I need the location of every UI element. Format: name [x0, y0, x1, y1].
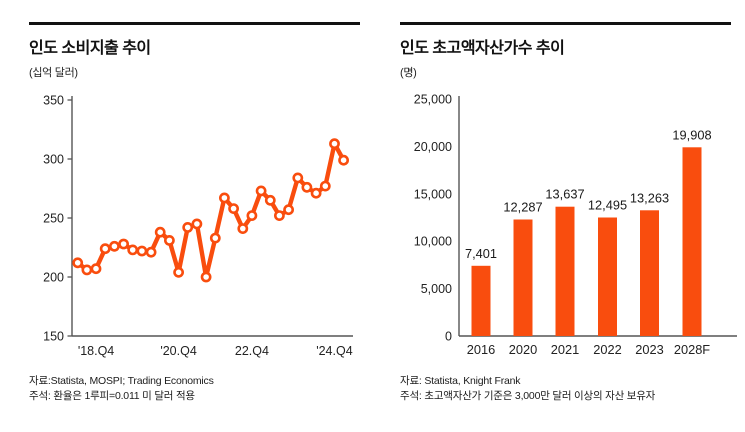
- data-point-marker: [237, 223, 249, 234]
- y-tick-label: 200: [43, 271, 64, 285]
- right-chart-source: 자료: Statista, Knight Frank: [400, 375, 521, 387]
- bar-value-label: 12,287: [503, 200, 542, 215]
- x-category-label: 2021: [551, 342, 579, 357]
- bar-value-label: 7,401: [465, 246, 497, 261]
- x-category-label: 2020: [509, 342, 537, 357]
- left-chart-footnotes: 자료:Statista, MOSPI; Trading Economics 주석…: [29, 374, 374, 404]
- data-point-marker: [109, 240, 120, 252]
- data-point-marker: [319, 180, 331, 192]
- right-chart-footnotes: 자료: Statista, Knight Frank 주석: 초고액자산가 기준…: [400, 374, 745, 404]
- data-point-marker: [154, 226, 166, 238]
- x-tick-label: 22.Q4: [235, 344, 269, 358]
- y-tick-label: 5,000: [421, 282, 452, 296]
- bar-2021: [555, 206, 575, 336]
- x-tick-label: '18.Q4: [78, 344, 114, 358]
- bar-2028F: [682, 147, 702, 336]
- y-tick-label: 10,000: [414, 235, 452, 249]
- y-tick-label: 25,000: [414, 93, 452, 107]
- bar-2023: [640, 210, 659, 336]
- data-point-marker: [264, 194, 276, 206]
- data-point-marker: [127, 244, 139, 256]
- x-tick-label: '24.Q4: [316, 344, 352, 358]
- data-point-marker: [81, 264, 93, 276]
- right-chart-unit-label: (명): [400, 67, 417, 79]
- x-tick-label: '20.Q4: [160, 344, 196, 358]
- data-point-marker: [72, 257, 84, 269]
- y-tick-label: 300: [43, 153, 64, 167]
- data-point-marker: [90, 263, 102, 275]
- data-point-marker: [182, 221, 194, 233]
- x-category-label: 2022: [593, 342, 621, 357]
- bar-value-label: 19,908: [672, 127, 711, 142]
- bar-value-label: 12,495: [588, 198, 627, 213]
- data-point-marker: [329, 138, 340, 150]
- uhnwi-bar-chart: 25,000 20,000 15,000 10,000 5,000 0 7,401 2016 1…: [414, 93, 737, 357]
- data-point-marker: [136, 245, 148, 257]
- x-category-label: 2016: [467, 342, 495, 357]
- bar-2020: [513, 219, 533, 336]
- data-point-marker: [255, 185, 267, 197]
- y-tick-label: 0: [445, 330, 452, 344]
- bar-value-label: 13,263: [630, 190, 669, 205]
- data-point-marker: [292, 172, 304, 184]
- bar-2016: [471, 265, 491, 336]
- right-chart-note: 주석: 초고액자산가 기준은 3,000만 달러 이상의 자산 보유자: [400, 390, 656, 402]
- data-point-marker: [283, 204, 294, 216]
- x-category-label: 2028F: [674, 342, 710, 357]
- right-chart-title: 인도 초고액자산가수 추이: [400, 40, 565, 57]
- bar-2022: [598, 217, 617, 336]
- left-panel-top-rule: [29, 22, 360, 25]
- data-point-marker: [273, 210, 285, 221]
- left-chart-note: 주석: 환율은 1루피=0.011 미 달러 적용: [29, 390, 195, 402]
- spending-line: [75, 141, 346, 280]
- bar-value-label: 13,637: [545, 187, 584, 202]
- data-point-marker: [310, 187, 322, 199]
- right-panel-top-rule: [400, 22, 731, 25]
- y-tick-label: 350: [43, 94, 64, 108]
- data-point-marker: [200, 271, 212, 283]
- data-point-marker: [301, 181, 313, 193]
- data-point-marker: [118, 238, 129, 250]
- data-point-marker: [228, 203, 239, 214]
- left-chart-title: 인도 소비지출 추이: [29, 40, 151, 57]
- left-chart-source: 자료:Statista, MOSPI; Trading Economics: [29, 375, 214, 387]
- y-tick-label: 15,000: [414, 187, 452, 201]
- data-point-marker: [99, 243, 111, 255]
- left-chart-unit-label: (십억 달러): [29, 67, 78, 79]
- y-tick-label: 150: [43, 330, 64, 344]
- y-tick-label: 250: [43, 212, 64, 226]
- data-point-marker: [145, 246, 157, 258]
- consumer-spending-line-chart: 350 300 250 200 150 '18.Q4 '20.Q4 22.Q4 '24.Q4: [43, 94, 353, 358]
- data-point-marker: [191, 218, 203, 230]
- data-point-marker: [173, 266, 184, 278]
- data-point-marker: [246, 210, 258, 221]
- data-point-marker: [218, 192, 230, 204]
- data-point-marker: [163, 234, 175, 246]
- data-point-marker: [338, 154, 349, 166]
- x-category-label: 2023: [635, 342, 663, 357]
- y-tick-label: 20,000: [414, 140, 452, 154]
- data-point-marker: [209, 232, 221, 244]
